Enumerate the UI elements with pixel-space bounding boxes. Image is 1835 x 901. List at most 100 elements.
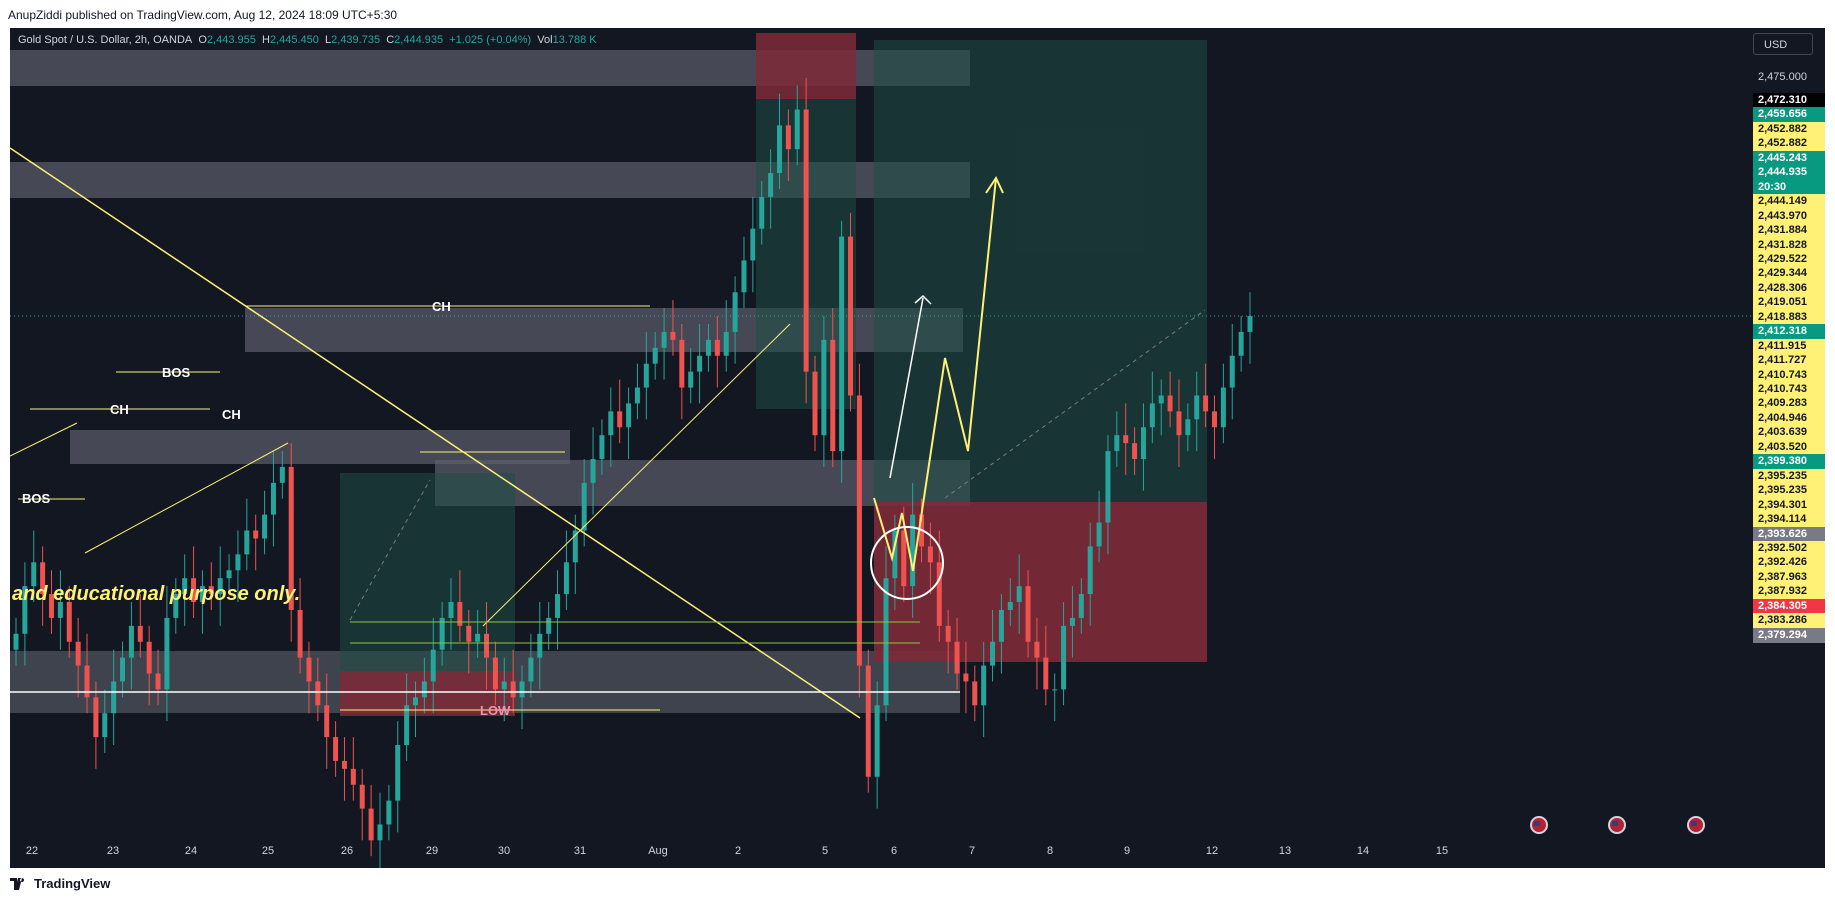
price-label: 2,429.344 [1753, 266, 1825, 282]
candle-body [759, 196, 765, 229]
candle-body [1203, 395, 1209, 412]
price-label: 2,395.235 [1753, 483, 1825, 499]
candle-body [457, 602, 463, 626]
price-label: 2,444.935 [1753, 165, 1825, 181]
candle-body [137, 625, 143, 642]
candle-body [31, 562, 37, 587]
time-tick: 13 [1278, 845, 1292, 857]
trendline [10, 422, 78, 457]
candles-group [13, 77, 1253, 868]
zone-box [70, 430, 570, 464]
candle-body [439, 617, 445, 650]
price-label: 20:30 [1753, 179, 1825, 195]
tradingview-brand: TradingView [34, 876, 111, 891]
tradingview-logo-icon [10, 877, 25, 890]
candle-body [182, 578, 188, 595]
candle-body [1025, 586, 1031, 642]
short-stop-zone [874, 502, 1207, 662]
candle-body [546, 617, 552, 634]
candle-body [84, 665, 90, 698]
candle-body [892, 530, 898, 579]
highlight-circle [870, 526, 944, 600]
price-label: 2,395.235 [1753, 468, 1825, 484]
time-tick: 12 [1205, 845, 1219, 857]
candle-body [306, 657, 312, 682]
candle-body [368, 808, 374, 841]
change-value: +1.025 (+0.04%) [449, 34, 532, 46]
candle-body [936, 562, 942, 626]
candle-body [40, 562, 46, 595]
candle-body [865, 665, 871, 777]
candle-body [226, 570, 232, 579]
price-label: 2,444.149 [1753, 194, 1825, 210]
time-tick: 30 [497, 845, 511, 857]
candle-body [590, 459, 596, 483]
candle-body [120, 657, 126, 682]
price-label: 2,445.243 [1753, 150, 1825, 166]
candle-body [324, 705, 330, 738]
candle-body [146, 641, 152, 674]
arrow-head [914, 294, 932, 305]
price-label: 2,387.932 [1753, 584, 1825, 600]
annotation-label: LOW [480, 703, 511, 718]
candle-body [359, 784, 365, 809]
us-flag-icon[interactable] [1687, 816, 1705, 834]
short-stop-zone [340, 671, 515, 716]
symbol-title[interactable]: Gold Spot / U.S. Dollar, 2h, OANDA [18, 34, 193, 46]
us-flag-icon[interactable] [1530, 816, 1548, 834]
annotation-label: BOS [162, 365, 191, 380]
candle-body [217, 578, 223, 595]
candle-body [466, 625, 472, 642]
candle-body [350, 768, 356, 785]
candle-body [634, 387, 640, 404]
candle-body [679, 339, 685, 388]
candle-body [510, 681, 516, 698]
us-flag-icon[interactable] [1608, 816, 1626, 834]
time-tick: 7 [968, 845, 976, 857]
candle-body [927, 546, 933, 563]
candle-body [333, 737, 339, 761]
candle-body [901, 530, 907, 587]
high-value: 2,445.450 [269, 34, 319, 46]
annotation-label: CH [432, 299, 451, 314]
price-tick: 2,475.000 [1758, 70, 1807, 83]
candle-body [1229, 355, 1235, 388]
price-label: 2,403.639 [1753, 425, 1825, 441]
price-label: 2,404.946 [1753, 410, 1825, 426]
candle-body [1185, 419, 1191, 436]
candle-body [794, 109, 800, 150]
candle-body [1043, 657, 1049, 690]
candle-body [803, 109, 809, 372]
candle-body [839, 236, 845, 452]
candle-body [750, 228, 756, 261]
candle-body [776, 125, 782, 174]
candle-body [262, 514, 268, 539]
time-tick: 14 [1356, 845, 1370, 857]
candle-body [244, 530, 250, 555]
candle-body [1078, 594, 1084, 618]
candle-body [1061, 625, 1067, 690]
candle-body [66, 602, 72, 642]
candle-body [741, 260, 747, 293]
candle-body [155, 673, 161, 690]
candle-body [670, 331, 676, 340]
price-label: 2,419.051 [1753, 295, 1825, 311]
price-label: 2,409.283 [1753, 396, 1825, 412]
price-label: 2,411.915 [1753, 338, 1825, 354]
candle-body [617, 411, 623, 428]
candle-body [519, 681, 525, 698]
chart-area[interactable]: BOS CH BOS CH CH LOW and educational purpose o… [10, 28, 1825, 868]
price-label: 2,418.883 [1753, 309, 1825, 325]
price-label: 2,431.884 [1753, 223, 1825, 239]
candle-body [1052, 689, 1058, 691]
tradingview-logo[interactable]: TradingView [10, 876, 110, 891]
price-label: 2,452.882 [1753, 121, 1825, 137]
volume-value: 13.788 K [552, 34, 597, 46]
candle-body [1069, 617, 1075, 626]
currency-button[interactable]: USD [1753, 33, 1813, 55]
price-label: 2,379.294 [1753, 627, 1825, 643]
candle-body [421, 681, 427, 698]
price-label: 2,472.310 [1753, 93, 1825, 108]
watermark-text: and educational purpose only. [12, 583, 300, 605]
